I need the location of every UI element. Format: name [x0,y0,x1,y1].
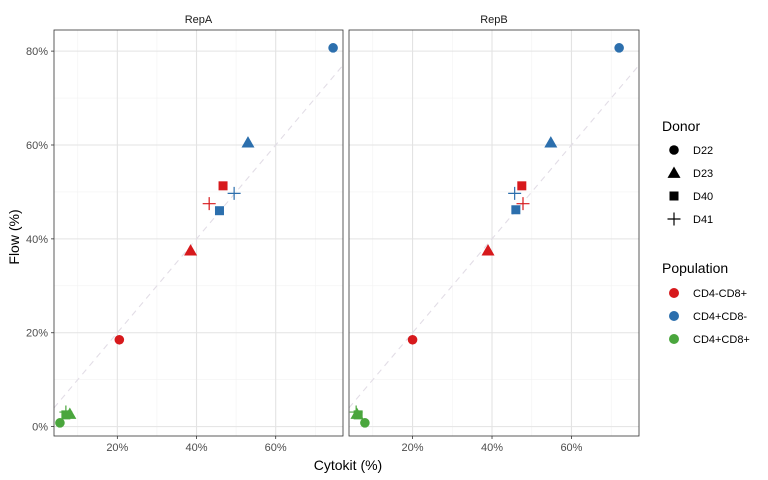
panel-border [348,29,640,437]
data-point-d22 [614,43,624,53]
data-point-d23 [184,244,198,256]
data-point-d40 [214,206,224,216]
data-point-d41 [59,405,73,419]
data-points [349,43,624,428]
data-point-d22 [328,43,338,53]
legend-label-d23: D23 [693,168,713,180]
donor-legend: Donor D22 D23 D40 D41 [662,118,713,226]
data-point-d22 [114,334,125,345]
data-point-d41 [227,186,241,200]
data-point-d22 [55,418,65,428]
legend-label-d41: D41 [693,214,713,226]
legend-label-population: CD4+CD8+ [693,334,750,346]
y-tick-label: 80% [26,46,48,58]
y-axis-title: Flow (%) [6,209,22,264]
population-legend-title: Population [662,260,728,276]
legend-key-d23 [667,166,681,178]
identity-reference-line [53,64,344,409]
data-point-d41 [349,405,363,419]
legend-key-population [669,334,679,344]
x-axis-title: Cytokit (%) [314,457,382,473]
legend-label-d40: D40 [693,191,713,203]
legend-key-d41 [667,212,681,226]
y-tick-label: 40% [26,234,48,246]
population-legend: Population CD4-CD8+ CD4+CD8- CD4+CD8+ [662,260,750,346]
gridlines [349,30,639,436]
data-point-d41 [202,197,216,211]
x-tick-label: 40% [186,442,208,454]
x-tick-label: 40% [481,442,503,454]
y-tick-label: 0% [32,422,48,434]
legend-label-population: CD4-CD8+ [693,288,747,300]
identity-reference-line [348,64,640,409]
data-point-d22 [360,418,370,428]
y-tick-label: 60% [26,140,48,152]
panel-strip-label: RepB [480,14,508,26]
data-point-d41 [516,197,530,211]
legend-key-population [669,288,679,298]
legend-label-d22: D22 [693,145,713,157]
x-tick-label: 60% [265,442,287,454]
x-tick-label: 60% [560,442,582,454]
data-point-d41 [508,186,522,200]
y-tick-label: 20% [26,328,48,340]
panels: RepA 20% 40% 60% 0% 20% 40% 60% 80% RepB 20% 40% 60% [26,14,640,454]
panel-repa: RepA 20% 40% 60% 0% 20% 40% 60% 80% [26,14,344,454]
data-point-d23 [481,244,495,256]
legend-key-population [669,311,679,321]
legend-key-d22 [669,145,679,155]
data-point-d40 [511,205,521,215]
data-point-d23 [544,136,558,148]
legend-label-population: CD4+CD8- [693,311,747,323]
legend: Donor D22 D23 D40 D41 Population CD4-CD8+ CD4+C… [662,118,750,346]
legend-key-d40 [669,191,679,201]
panel-strip-label: RepA [185,14,213,26]
data-points [55,43,338,428]
gridlines [54,30,343,436]
x-tick-label: 20% [106,442,128,454]
donor-legend-title: Donor [662,118,700,134]
data-point-d23 [241,136,255,148]
panel-border [53,29,344,437]
data-point-d22 [407,334,418,345]
x-tick-label: 20% [402,442,424,454]
panel-repb: RepB 20% 40% 60% [348,14,640,454]
data-point-d40 [517,181,527,191]
data-point-d40 [218,181,228,191]
data-point-d40 [353,410,363,420]
